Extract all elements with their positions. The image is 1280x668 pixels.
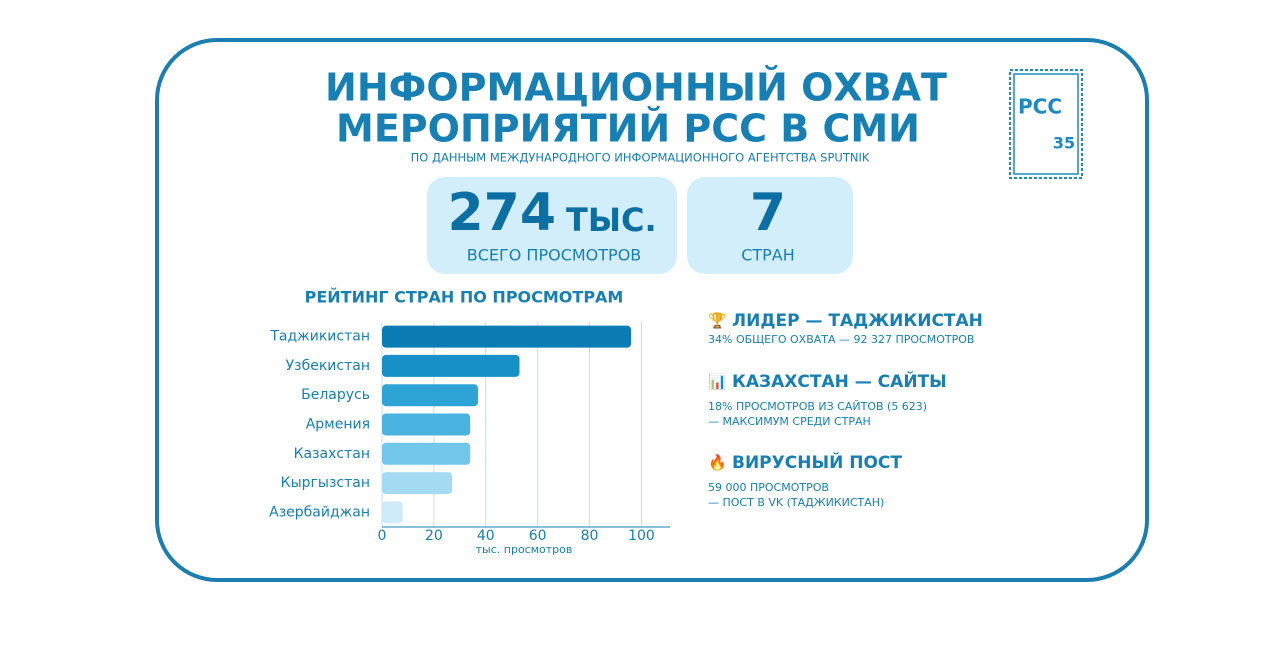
y-tick-label: Армения <box>306 417 370 433</box>
chart-title: РЕЙТИНГ СТРАН ПО ПРОСМОТРАМ <box>305 288 624 307</box>
highlight-title: ВИРУСНЫЙ ПОСТ <box>732 451 902 473</box>
y-tick-label: Казахстан <box>294 446 370 462</box>
logo-border <box>1013 73 1079 175</box>
stat-box <box>687 177 853 274</box>
x-tick-label: 100 <box>628 528 655 544</box>
stat-unit: ТЫС. <box>566 201 657 239</box>
x-tick-label: 60 <box>529 528 547 544</box>
y-tick-label: Беларусь <box>301 387 370 403</box>
highlight-icon: 🔥 <box>708 454 727 472</box>
bar <box>382 413 471 436</box>
stat-value: 274 <box>447 183 556 243</box>
x-tick-label: 20 <box>425 528 443 544</box>
y-tick-label: Азербайджан <box>269 504 370 520</box>
y-tick-label: Кыргызстан <box>281 475 370 491</box>
subtitle: ПО ДАННЫМ МЕЖДУНАРОДНОГО ИНФОРМАЦИОННОГО… <box>411 151 870 165</box>
x-tick-label: 80 <box>581 528 599 544</box>
x-tick-label: 0 <box>378 528 387 544</box>
stat-value: 7 <box>750 183 786 243</box>
y-tick-label: Узбекистан <box>286 358 370 374</box>
highlight-text: — ПОСТ В VK (ТАДЖИКИСТАН) <box>708 496 884 509</box>
highlight-icon: 📊 <box>708 373 727 391</box>
logo: РСС 35 <box>1009 69 1083 179</box>
highlight-title: КАЗАХСТАН — САЙТЫ <box>732 370 947 392</box>
logo-text: РСС <box>1018 95 1062 119</box>
bar <box>382 472 453 495</box>
stat-box <box>427 177 677 274</box>
highlight-title: ЛИДЕР — ТАДЖИКИСТАН <box>732 311 983 331</box>
stat-label: ВСЕГО ПРОСМОТРОВ <box>467 246 642 265</box>
title: ИНФОРМАЦИОННЫЙ ОХВАТ <box>325 66 947 110</box>
title: МЕРОПРИЯТИЙ РСС В СМИ <box>336 107 920 151</box>
x-axis-label: тыс. просмотров <box>476 543 573 556</box>
highlight-text: 59 000 ПРОСМОТРОВ <box>708 481 829 494</box>
y-tick-label: Таджикистан <box>269 329 370 345</box>
stat-label: СТРАН <box>741 246 795 265</box>
logo-number: 35 <box>1053 134 1075 153</box>
highlight-text: 34% ОБЩЕГО ОХВАТА — 92 327 ПРОСМОТРОВ <box>708 333 974 346</box>
logo-border <box>1009 69 1083 179</box>
bar <box>382 501 403 524</box>
highlight-icon: 🏆 <box>708 312 727 330</box>
highlight-text: — МАКСИМУМ СРЕДИ СТРАН <box>708 415 871 428</box>
bar <box>382 442 471 465</box>
bar <box>382 354 520 377</box>
bar <box>382 384 478 407</box>
bar <box>382 325 632 348</box>
highlight-text: 18% ПРОСМОТРОВ ИЗ САЙТОВ (5 623) <box>708 400 927 413</box>
x-tick-label: 40 <box>477 528 495 544</box>
